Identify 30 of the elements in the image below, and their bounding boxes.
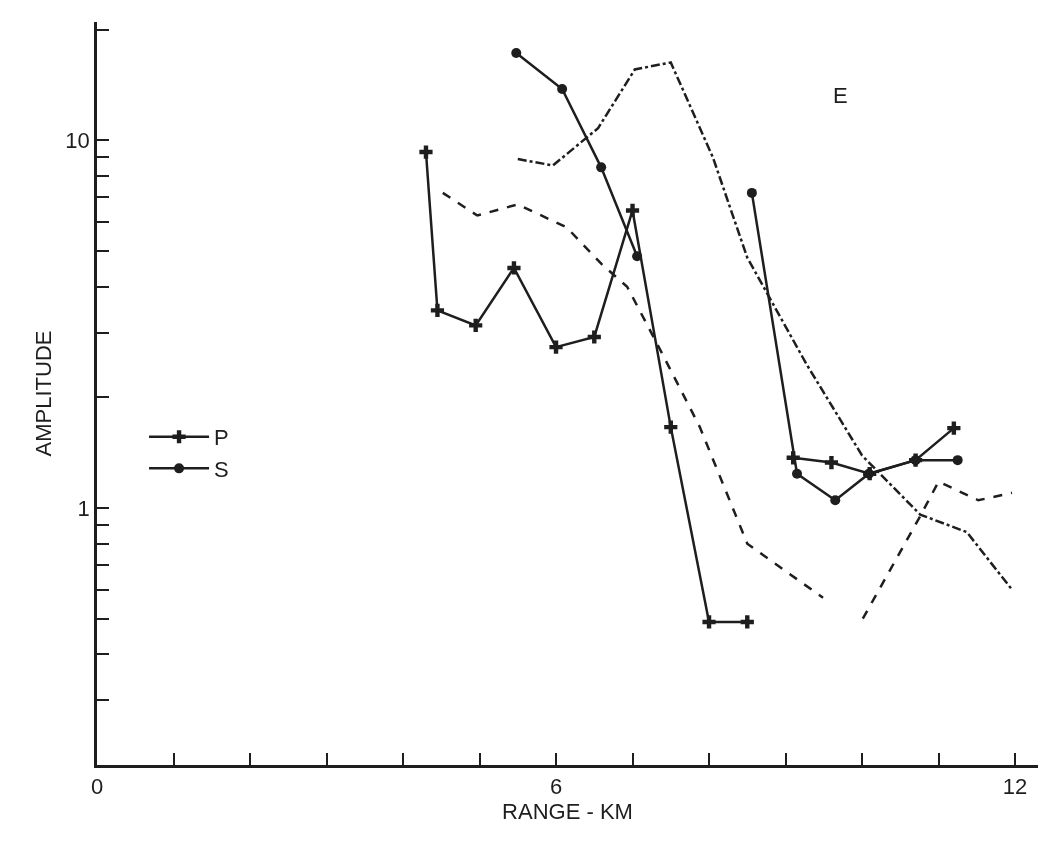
y-tick-label: 10 (65, 128, 90, 154)
point (469, 318, 483, 332)
y-tick-label: 1 (77, 495, 90, 521)
point (952, 455, 963, 466)
y-axis-title: AMPLITUDE (31, 330, 57, 457)
point (625, 203, 640, 218)
x-tick-label: 12 (1002, 774, 1028, 800)
point (419, 145, 433, 159)
point (549, 340, 563, 354)
point (824, 455, 839, 470)
point (947, 421, 961, 435)
point (664, 420, 678, 434)
point (430, 303, 445, 317)
point (632, 251, 643, 262)
legend-label: P (214, 425, 229, 451)
point (740, 615, 754, 629)
point (557, 84, 568, 95)
point (507, 261, 521, 275)
annotation: E (833, 83, 848, 108)
point (702, 615, 716, 629)
point (596, 162, 607, 173)
point (792, 468, 803, 479)
x-axis-title: RANGE - KM (502, 799, 633, 825)
x-tick-label: 0 (90, 774, 104, 800)
point (511, 47, 522, 58)
point (746, 187, 757, 198)
point (587, 330, 601, 344)
legend-label: S (214, 456, 229, 482)
x-tick-label: 6 (549, 774, 563, 800)
point (830, 495, 841, 506)
